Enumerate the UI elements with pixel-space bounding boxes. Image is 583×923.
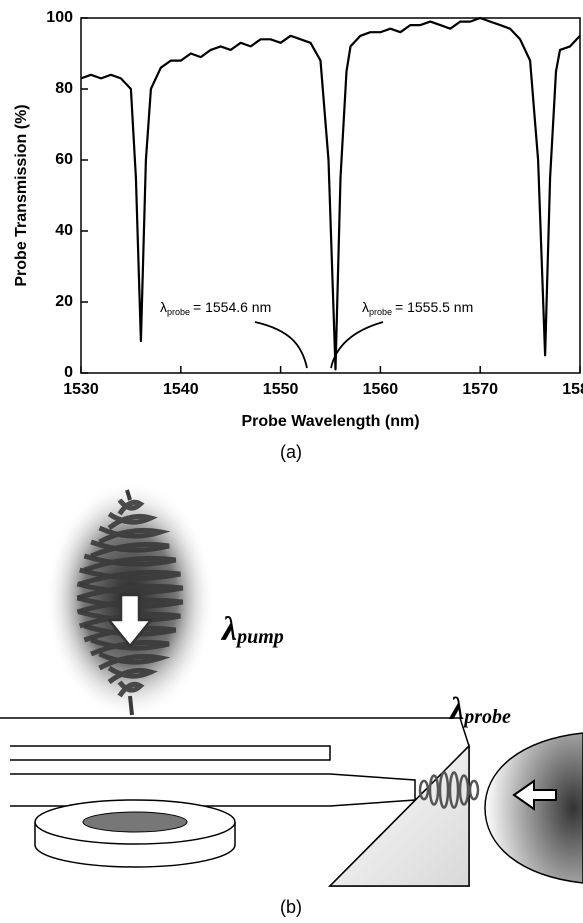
annotation-text: = 1555.5 nm	[395, 299, 473, 315]
helix-tail	[125, 489, 134, 716]
data-line	[80, 16, 581, 371]
probe-label: λprobe	[448, 690, 511, 727]
annotation-arrow	[254, 321, 308, 369]
x-tick-label: 1570	[462, 381, 498, 398]
coil-turn	[428, 774, 440, 806]
coil-turn	[438, 771, 450, 809]
annotation: λprobe = 1555.5 nm	[362, 299, 473, 318]
probe-arrow	[512, 779, 557, 811]
y-tick-label: 20	[55, 293, 73, 310]
y-tick-label: 80	[55, 80, 73, 97]
x-tick-label: 1580	[562, 381, 583, 398]
coil-turn	[418, 779, 430, 801]
helix-turn	[98, 651, 171, 671]
y-tick-label: 40	[55, 222, 73, 239]
annotation-sub: probe	[167, 307, 190, 317]
pump-pulse	[76, 489, 184, 716]
helix-turn	[107, 665, 158, 685]
x-tick-label: 1550	[263, 381, 299, 398]
coil-turn	[468, 779, 480, 801]
x-tick-label: 1530	[63, 381, 99, 398]
coil-turn	[448, 771, 460, 809]
probe-pulse	[418, 771, 480, 809]
y-tick-label: 0	[64, 364, 73, 381]
helix-turn	[83, 553, 177, 573]
y-tick-label: 100	[46, 9, 73, 26]
bus-waveguide	[10, 745, 331, 761]
annotation: λprobe = 1554.6 nm	[160, 299, 271, 318]
coil-turn	[458, 774, 470, 806]
ring-hole	[82, 811, 188, 833]
annotation-arrow	[330, 321, 384, 369]
helix-turn	[107, 511, 158, 531]
pump-label: λpump	[220, 611, 284, 648]
x-tick-label: 1560	[363, 381, 399, 398]
helix-turn	[98, 525, 171, 545]
helix-turn	[117, 680, 145, 698]
helix-turn	[78, 609, 181, 629]
helix-turn	[76, 581, 184, 601]
x-tick-label: 1540	[163, 381, 199, 398]
helix-turn	[78, 567, 181, 587]
annotation-symbol: λ	[160, 299, 167, 315]
diagram: λpump λprobe	[0, 480, 583, 887]
taper-waveguide	[10, 773, 416, 807]
helix-turn	[83, 623, 177, 643]
y-tick-label: 60	[55, 151, 73, 168]
helix-turn	[117, 498, 145, 516]
helix-turn	[90, 539, 170, 559]
chart: 0 20 40 60 80 100 1530 1540 1550 1560 1570 1580 Prob…	[13, 9, 583, 430]
y-axis-label: Probe Transmission (%)	[13, 104, 30, 286]
annotation-symbol: λ	[362, 299, 369, 315]
panel-label: (a)	[280, 442, 302, 462]
x-axis-label: Probe Wavelength (nm)	[241, 413, 419, 430]
pump-arrow	[106, 593, 154, 648]
helix-turn	[76, 595, 184, 615]
plot-frame	[80, 17, 581, 374]
annotation-text: = 1554.6 nm	[193, 299, 271, 315]
helix-turn	[90, 637, 170, 657]
annotation-sub: probe	[369, 307, 392, 317]
chip-face	[328, 744, 470, 887]
panel-label: (b)	[280, 897, 302, 917]
